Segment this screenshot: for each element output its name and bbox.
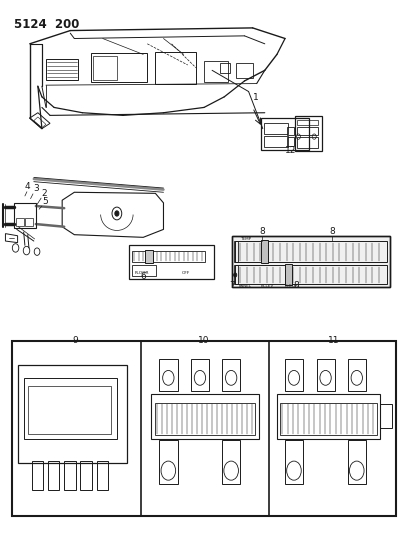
Bar [222, 440, 240, 484]
Bar [32, 461, 43, 490]
Text: 11: 11 [328, 336, 339, 345]
Bar [64, 461, 75, 490]
Bar [97, 461, 108, 490]
Bar [191, 359, 209, 391]
Bar [348, 359, 366, 391]
Bar [235, 265, 387, 284]
Bar [16, 217, 24, 225]
Text: BI-LEV: BI-LEV [261, 284, 274, 288]
Text: 9: 9 [73, 336, 78, 345]
Text: 3: 3 [33, 184, 39, 193]
Text: 5124  200: 5124 200 [13, 18, 79, 31]
Bar [160, 440, 177, 484]
Text: 8: 8 [330, 227, 335, 236]
Bar [285, 359, 303, 391]
Bar [233, 236, 390, 287]
Bar [233, 236, 390, 287]
Bar [280, 403, 377, 434]
Bar [261, 240, 268, 263]
Bar [380, 405, 392, 428]
Text: FLOOR: FLOOR [135, 271, 150, 275]
Circle shape [234, 273, 237, 277]
Bar [222, 359, 240, 391]
Bar [28, 386, 111, 433]
Bar [204, 61, 228, 82]
Bar [18, 365, 127, 463]
Text: 7: 7 [229, 281, 235, 290]
Text: PANEL: PANEL [238, 284, 251, 288]
Bar [151, 394, 259, 439]
Bar [234, 265, 237, 284]
Bar [93, 56, 117, 80]
Bar [25, 217, 33, 225]
Bar [235, 241, 387, 262]
Bar [297, 120, 318, 125]
Bar [297, 137, 318, 148]
Text: 10: 10 [198, 336, 210, 345]
Text: FLOOR: FLOOR [285, 284, 299, 288]
Bar [80, 461, 92, 490]
Bar [287, 137, 294, 146]
Bar [220, 63, 231, 73]
Bar [145, 249, 153, 263]
Text: 2: 2 [41, 189, 47, 198]
Bar [285, 440, 303, 484]
Bar [261, 118, 309, 150]
Circle shape [115, 211, 119, 216]
Bar [155, 403, 255, 434]
Bar [46, 59, 78, 80]
Text: 12: 12 [285, 146, 297, 155]
Bar [160, 359, 177, 391]
Text: 4: 4 [25, 182, 31, 191]
Text: 8: 8 [293, 281, 299, 290]
Bar [236, 63, 253, 78]
Text: 6: 6 [140, 272, 146, 281]
Text: 5: 5 [42, 197, 48, 206]
Bar [264, 136, 288, 147]
Bar [155, 52, 196, 84]
Bar [13, 203, 36, 228]
Bar [295, 116, 322, 151]
Bar [132, 265, 156, 276]
Text: TEMP: TEMP [240, 237, 252, 241]
Bar [11, 341, 397, 516]
Text: OFF: OFF [182, 271, 190, 275]
Text: 8: 8 [259, 227, 265, 236]
Text: 1: 1 [253, 93, 258, 102]
Bar [287, 126, 294, 135]
Bar [264, 123, 288, 134]
Bar [277, 394, 380, 439]
Bar [317, 359, 335, 391]
Bar [132, 251, 205, 262]
Bar [24, 378, 117, 439]
Bar [48, 461, 59, 490]
Bar [129, 245, 214, 279]
Bar [297, 127, 318, 135]
Bar [285, 264, 293, 285]
Bar [91, 53, 147, 82]
Bar [348, 440, 366, 484]
Bar [234, 241, 237, 262]
